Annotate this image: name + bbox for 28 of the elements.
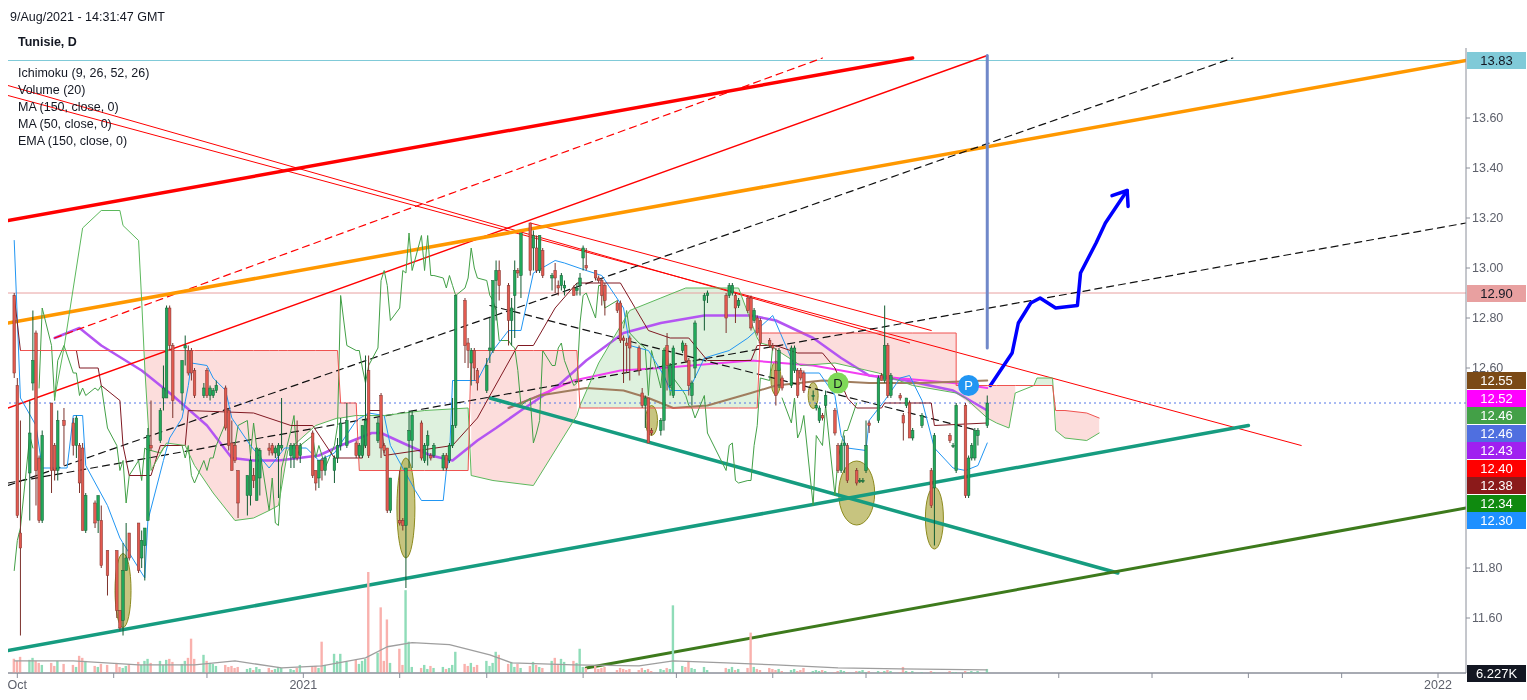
y-tick-label: 13.40: [1472, 161, 1504, 176]
x-tick-label: Oct: [7, 677, 28, 692]
text: 12.46: [1467, 407, 1526, 424]
text: 12.40: [1467, 459, 1526, 477]
y-tick-label: 13.20: [1472, 211, 1504, 226]
text: 12.30: [1467, 512, 1526, 529]
text: 9/Aug/2021 - 14:31:47 GMT: [10, 9, 165, 25]
ref-line-label: 12.90: [1467, 284, 1526, 302]
ref-line-label: 13.83: [1467, 52, 1526, 69]
annotation: EMA (150, close, 0): [18, 133, 128, 149]
x-tick-label: 2021: [289, 677, 318, 692]
annotation: Ichimoku (9, 26, 52, 26): [18, 65, 150, 81]
annotation: Volume (20): [18, 82, 86, 98]
data-label: P: [964, 378, 973, 394]
y-tick-label: 13.60: [1472, 111, 1504, 126]
y-tick-label: 11.60: [1472, 611, 1503, 626]
x-tick-label: 2022: [1424, 677, 1452, 692]
text: 12.38: [1467, 477, 1526, 494]
text: 12.34: [1467, 494, 1526, 512]
text: 12.52: [1467, 389, 1526, 407]
y-tick-label: 11.80: [1472, 561, 1503, 576]
y-tick-label: 13.00: [1472, 261, 1504, 276]
text: 12.43: [1467, 442, 1526, 459]
text: 12.46: [1467, 424, 1526, 442]
data-label: D: [833, 375, 843, 391]
y-tick-label: 12.80: [1472, 311, 1504, 326]
chart-title: Tunisie, D: [18, 34, 77, 50]
text: 12.55: [1467, 372, 1526, 389]
